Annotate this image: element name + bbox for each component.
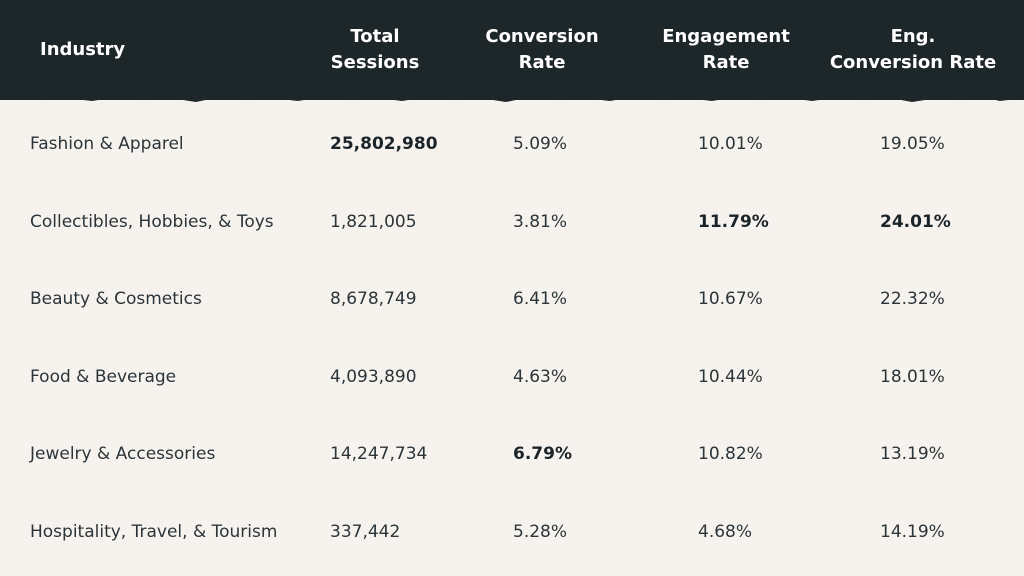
cell-eng-conversion-rate: 18.01%	[880, 367, 945, 387]
table-header: Industry Total Sessions Conversion Rate …	[0, 0, 1024, 100]
header-torn-edge	[0, 92, 1024, 102]
cell-total-sessions: 8,678,749	[330, 289, 417, 309]
cell-industry: Fashion & Apparel	[30, 134, 184, 154]
cell-conversion-rate: 3.81%	[513, 212, 568, 232]
table-row: Collectibles, Hobbies, & Toys 1,821,005 3.…	[0, 202, 1024, 242]
cell-conversion-rate: 6.41%	[513, 289, 568, 309]
cell-eng-conversion-rate: 22.32%	[880, 289, 945, 309]
table-row: Food & Beverage 4,093,890 4.63% 10.44% 18.01…	[0, 357, 1024, 397]
cell-total-sessions: 1,821,005	[330, 212, 417, 232]
table-row: Jewelry & Accessories 14,247,734 6.79% 10.8…	[0, 434, 1024, 474]
cell-industry: Jewelry & Accessories	[30, 444, 216, 464]
cell-eng-conversion-rate: 13.19%	[880, 444, 945, 464]
table-row: Fashion & Apparel 25,802,980 5.09% 10.01% 19…	[0, 124, 1024, 164]
cell-total-sessions: 337,442	[330, 522, 401, 542]
header-engagement-rate: Engagement Rate	[662, 26, 790, 73]
cell-engagement-rate: 10.82%	[698, 444, 763, 464]
header-conversion-rate: Conversion Rate	[485, 26, 599, 73]
header-eng-conversion-rate: Eng. Conversion Rate	[829, 26, 997, 73]
cell-conversion-rate: 5.09%	[513, 134, 568, 154]
cell-industry: Collectibles, Hobbies, & Toys	[30, 212, 274, 232]
cell-engagement-rate: 10.44%	[698, 367, 763, 387]
cell-industry: Hospitality, Travel, & Tourism	[30, 522, 278, 542]
cell-eng-conversion-rate: 24.01%	[880, 212, 951, 232]
cell-conversion-rate: 5.28%	[513, 522, 568, 542]
cell-engagement-rate: 4.68%	[698, 522, 753, 542]
cell-eng-conversion-rate: 14.19%	[880, 522, 945, 542]
cell-eng-conversion-rate: 19.05%	[880, 134, 945, 154]
cell-engagement-rate: 10.01%	[698, 134, 763, 154]
header-total-sessions: Total Sessions	[330, 26, 420, 73]
cell-conversion-rate: 4.63%	[513, 367, 568, 387]
cell-engagement-rate: 10.67%	[698, 289, 763, 309]
cell-engagement-rate: 11.79%	[698, 212, 769, 232]
cell-industry: Food & Beverage	[30, 367, 177, 387]
cell-conversion-rate: 6.79%	[513, 444, 572, 464]
table-row: Beauty & Cosmetics 8,678,749 6.41% 10.67% 22…	[0, 279, 1024, 319]
cell-total-sessions: 25,802,980	[330, 134, 438, 154]
cell-industry: Beauty & Cosmetics	[30, 289, 202, 309]
table-row: Hospitality, Travel, & Tourism 337,442 5.2…	[0, 512, 1024, 552]
cell-total-sessions: 14,247,734	[330, 444, 428, 464]
cell-total-sessions: 4,093,890	[330, 367, 417, 387]
header-industry: Industry	[40, 39, 126, 60]
